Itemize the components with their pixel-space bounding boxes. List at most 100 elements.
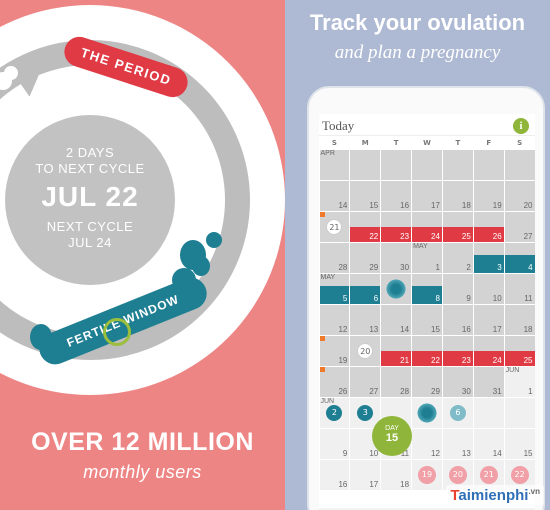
calendar-day[interactable]: 28 — [319, 243, 350, 273]
calendar-day[interactable]: 11 — [504, 274, 535, 304]
calendar-day[interactable]: 20 — [350, 336, 381, 366]
calendar-day[interactable]: 29 — [412, 367, 442, 397]
calendar-day[interactable]: 28 — [381, 367, 412, 397]
calendar-day[interactable]: 6 — [442, 398, 473, 428]
calendar-day[interactable]: 2 — [442, 243, 473, 273]
current-day-bubble[interactable]: DAY 15 — [372, 416, 412, 456]
calendar-day[interactable]: 31 — [473, 367, 504, 397]
day-number: 19 — [338, 356, 348, 365]
calendar-day[interactable]: 13 — [350, 305, 381, 335]
day-number: 1 — [435, 263, 440, 272]
calendar-day[interactable]: 4 — [504, 243, 535, 273]
calendar-day[interactable]: 12 — [412, 429, 442, 459]
calendar-day[interactable]: 15 — [412, 305, 442, 335]
calendar-day[interactable]: 19 — [319, 336, 350, 366]
day-number: 30 — [461, 387, 471, 396]
calendar-day[interactable]: 24 — [473, 336, 504, 366]
calendar-day[interactable]: JUN 2 — [319, 398, 350, 428]
calendar-day[interactable] — [412, 150, 442, 180]
day-number: 2 — [466, 263, 471, 272]
calendar-day[interactable]: 16 — [319, 460, 350, 490]
calendar-day[interactable]: 21 — [381, 336, 412, 366]
day-number: 15 — [385, 432, 399, 444]
calendar-day[interactable]: 14 — [381, 305, 412, 335]
calendar-day[interactable] — [442, 150, 473, 180]
calendar-day[interactable]: 9 — [442, 274, 473, 304]
calendar-day[interactable] — [381, 274, 412, 304]
calendar-day[interactable]: 15 — [504, 429, 535, 459]
calendar-day[interactable]: 16 — [381, 181, 412, 211]
day-number: 11 — [524, 294, 533, 303]
calendar-day[interactable]: JUN 1 — [504, 367, 535, 397]
calendar-day[interactable]: APR — [319, 150, 350, 180]
promo-headline: OVER 12 MILLION — [31, 428, 254, 456]
calendar-day[interactable]: 12 — [319, 305, 350, 335]
calendar-day[interactable]: 26 — [473, 212, 504, 242]
calendar-day[interactable] — [504, 150, 535, 180]
calendar-week-row: MAY 5 6 8 9 10 11 — [319, 274, 535, 305]
day-number: 1 — [528, 387, 533, 396]
calendar-day[interactable]: 15 — [350, 181, 381, 211]
day-number: 22 — [431, 356, 440, 365]
fertile-blob — [192, 256, 210, 276]
calendar-day[interactable] — [473, 150, 504, 180]
weekday-label: F — [486, 139, 492, 147]
calendar-day[interactable]: 18 — [504, 305, 535, 335]
calendar-day[interactable]: 25 — [504, 336, 535, 366]
calendar-day[interactable]: 23 — [442, 336, 473, 366]
day-number: 22 — [369, 232, 379, 241]
calendar-day[interactable]: 8 — [412, 274, 442, 304]
calendar-day[interactable]: 14 — [319, 181, 350, 211]
calendar-day[interactable]: 19 — [412, 460, 442, 490]
calendar-day[interactable]: 6 — [350, 274, 381, 304]
calendar-day[interactable]: 10 — [473, 274, 504, 304]
calendar-day[interactable]: 23 — [381, 212, 412, 242]
day-number: 11 — [400, 449, 410, 458]
calendar-day[interactable]: 25 — [442, 212, 473, 242]
calendar-day[interactable]: 17 — [412, 181, 442, 211]
calendar-day[interactable] — [504, 398, 535, 428]
calendar-day[interactable] — [381, 150, 412, 180]
cloud-icon: 21 — [326, 219, 343, 235]
calendar-day[interactable]: 13 — [442, 429, 473, 459]
fertile-blob — [206, 232, 222, 248]
calendar-day[interactable]: 20 — [504, 181, 535, 211]
calendar-day[interactable]: 18 — [442, 181, 473, 211]
calendar-day[interactable]: 16 — [442, 305, 473, 335]
calendar-day[interactable]: MAY 1 — [412, 243, 442, 273]
calendar-day[interactable]: MAY 5 — [319, 274, 350, 304]
calendar-day[interactable]: 27 — [350, 367, 381, 397]
calendar-day[interactable]: 17 — [350, 460, 381, 490]
day-number: 13 — [461, 449, 471, 458]
calendar-day[interactable]: 30 — [381, 243, 412, 273]
calendar-day[interactable]: 14 — [473, 429, 504, 459]
today-button[interactable]: Today — [322, 118, 355, 133]
day-number: 10 — [492, 294, 502, 303]
next-cycle-label: NEXT CYCLE — [46, 219, 134, 234]
ovulation-ring-icon — [103, 318, 131, 346]
calendar-day[interactable]: 3 — [473, 243, 504, 273]
day-number: 10 — [369, 449, 379, 458]
info-icon[interactable]: i — [513, 118, 529, 134]
calendar-day[interactable]: 19 — [473, 181, 504, 211]
calendar-day[interactable]: 27 — [504, 212, 535, 242]
calendar-day[interactable]: 22 — [350, 212, 381, 242]
calendar-day[interactable] — [473, 398, 504, 428]
calendar-day[interactable]: 22 — [412, 336, 442, 366]
calendar-day[interactable]: 26 — [319, 367, 350, 397]
cloud-icon: 20 — [357, 343, 374, 359]
calendar-day[interactable] — [412, 398, 442, 428]
calendar-day[interactable]: 9 — [319, 429, 350, 459]
countdown-date: JUL 22 — [41, 181, 139, 212]
calendar-day[interactable]: 18 — [381, 460, 412, 490]
calendar-day[interactable]: 29 — [350, 243, 381, 273]
calendar-day[interactable]: 30 — [442, 367, 473, 397]
calendar-day[interactable] — [350, 150, 381, 180]
predicted-period-icon: 20 — [448, 466, 467, 484]
calendar-day[interactable]: 24 — [412, 212, 442, 242]
calendar-week-row: 9 10 11 12 13 14 15 — [319, 429, 535, 460]
calendar-week-row: 21 22 23 24 25 26 27 — [319, 212, 535, 243]
calendar-day[interactable]: 17 — [473, 305, 504, 335]
calendar-day[interactable]: 21 — [319, 212, 350, 242]
